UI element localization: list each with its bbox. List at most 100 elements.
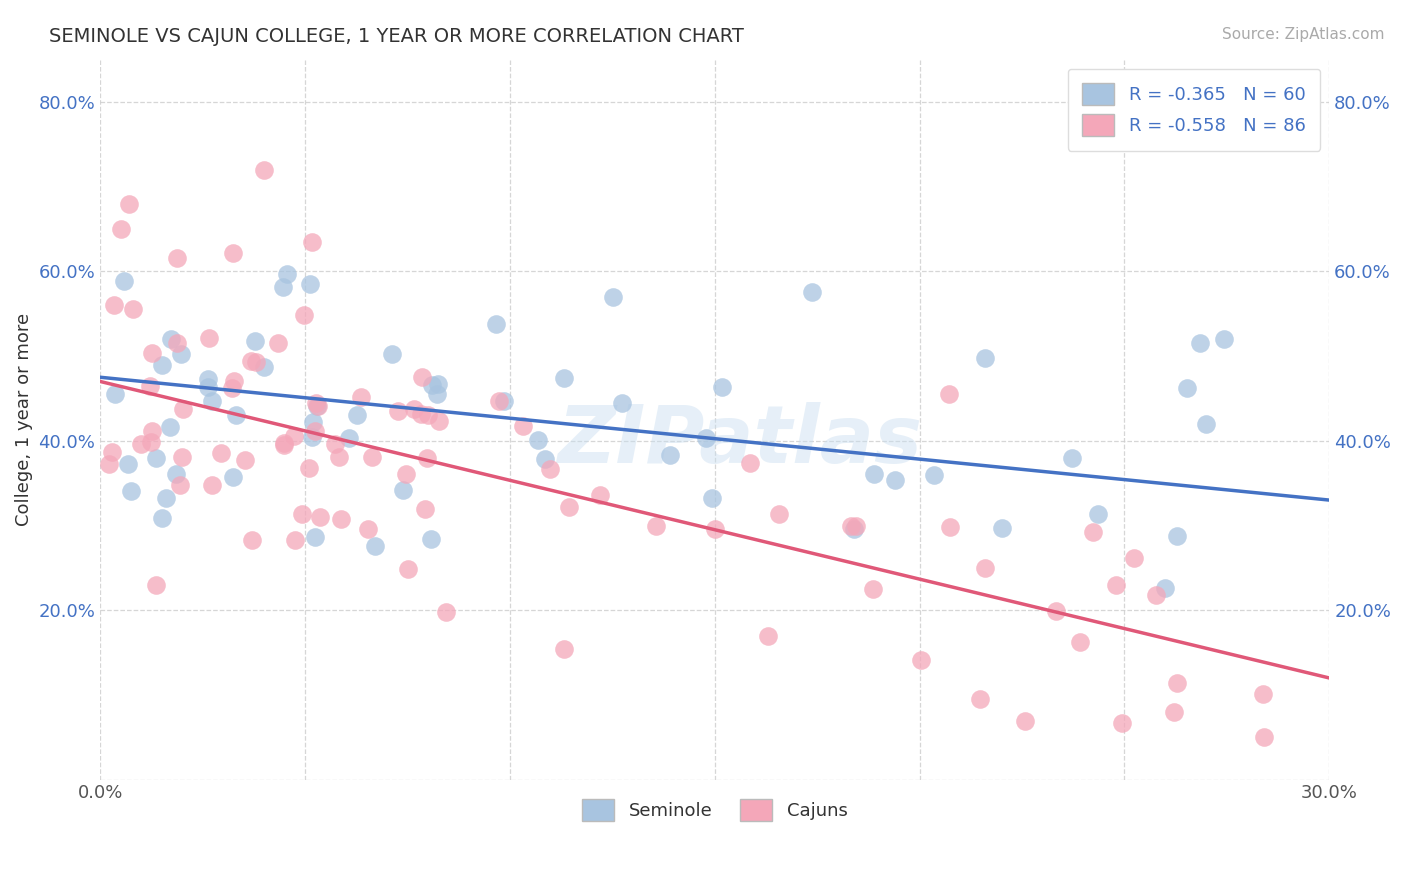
Point	[209, 446, 232, 460]
Y-axis label: College, 1 year or more: College, 1 year or more	[15, 313, 32, 526]
Point	[170, 450, 193, 464]
Point	[1163, 705, 1185, 719]
Point	[1166, 529, 1188, 543]
Point	[141, 425, 163, 439]
Text: Source: ZipAtlas.com: Source: ZipAtlas.com	[1222, 27, 1385, 42]
Point	[155, 491, 177, 505]
Point	[304, 424, 326, 438]
Point	[1062, 450, 1084, 465]
Point	[738, 457, 761, 471]
Point	[1189, 335, 1212, 350]
Point	[1195, 417, 1218, 431]
Point	[610, 396, 633, 410]
Point	[645, 519, 668, 533]
Point	[308, 510, 330, 524]
Point	[302, 415, 325, 429]
Point	[166, 251, 188, 265]
Point	[695, 431, 717, 445]
Point	[298, 277, 321, 292]
Point	[197, 372, 219, 386]
Point	[120, 483, 142, 498]
Point	[538, 462, 561, 476]
Point	[357, 522, 380, 536]
Point	[1087, 508, 1109, 522]
Point	[1144, 588, 1167, 602]
Point	[222, 470, 245, 484]
Point	[165, 467, 187, 481]
Point	[364, 540, 387, 554]
Point	[1251, 687, 1274, 701]
Point	[939, 520, 962, 534]
Point	[145, 450, 167, 465]
Point	[1166, 675, 1188, 690]
Point	[392, 483, 415, 498]
Point	[387, 404, 409, 418]
Point	[426, 386, 449, 401]
Point	[245, 355, 267, 369]
Point	[361, 450, 384, 465]
Point	[703, 522, 725, 536]
Point	[346, 408, 368, 422]
Point	[305, 399, 328, 413]
Point	[145, 578, 167, 592]
Point	[553, 641, 575, 656]
Point	[170, 347, 193, 361]
Point	[150, 511, 173, 525]
Point	[291, 508, 314, 522]
Point	[427, 414, 450, 428]
Text: ZIPatlas: ZIPatlas	[557, 402, 922, 480]
Point	[122, 301, 145, 316]
Point	[420, 377, 443, 392]
Point	[328, 450, 350, 464]
Legend: Seminole, Cajuns: Seminole, Cajuns	[568, 784, 862, 836]
Point	[1104, 578, 1126, 592]
Point	[1212, 332, 1234, 346]
Point	[267, 336, 290, 351]
Point	[103, 298, 125, 312]
Point	[1069, 634, 1091, 648]
Point	[292, 308, 315, 322]
Point	[924, 468, 946, 483]
Point	[404, 402, 426, 417]
Point	[304, 530, 326, 544]
Point	[307, 399, 329, 413]
Point	[329, 512, 352, 526]
Point	[380, 347, 402, 361]
Point	[415, 502, 437, 516]
Point	[139, 435, 162, 450]
Point	[1045, 604, 1067, 618]
Point	[1175, 381, 1198, 395]
Point	[253, 162, 276, 177]
Point	[512, 418, 534, 433]
Point	[1253, 731, 1275, 745]
Point	[283, 428, 305, 442]
Point	[910, 653, 932, 667]
Point	[197, 380, 219, 394]
Point	[990, 521, 1012, 535]
Point	[169, 478, 191, 492]
Point	[323, 437, 346, 451]
Point	[305, 396, 328, 410]
Point	[883, 473, 905, 487]
Point	[416, 451, 439, 466]
Point	[337, 431, 360, 445]
Point	[117, 457, 139, 471]
Point	[602, 290, 624, 304]
Point	[436, 605, 458, 619]
Point	[141, 346, 163, 360]
Point	[222, 245, 245, 260]
Point	[112, 274, 135, 288]
Point	[201, 393, 224, 408]
Point	[240, 533, 263, 547]
Point	[298, 461, 321, 475]
Point	[1081, 525, 1104, 540]
Point	[245, 334, 267, 348]
Point	[159, 420, 181, 434]
Point	[845, 519, 868, 533]
Point	[711, 380, 734, 394]
Point	[224, 374, 246, 388]
Point	[420, 533, 443, 547]
Text: SEMINOLE VS CAJUN COLLEGE, 1 YEAR OR MORE CORRELATION CHART: SEMINOLE VS CAJUN COLLEGE, 1 YEAR OR MOR…	[49, 27, 744, 45]
Point	[395, 467, 418, 481]
Point	[100, 444, 122, 458]
